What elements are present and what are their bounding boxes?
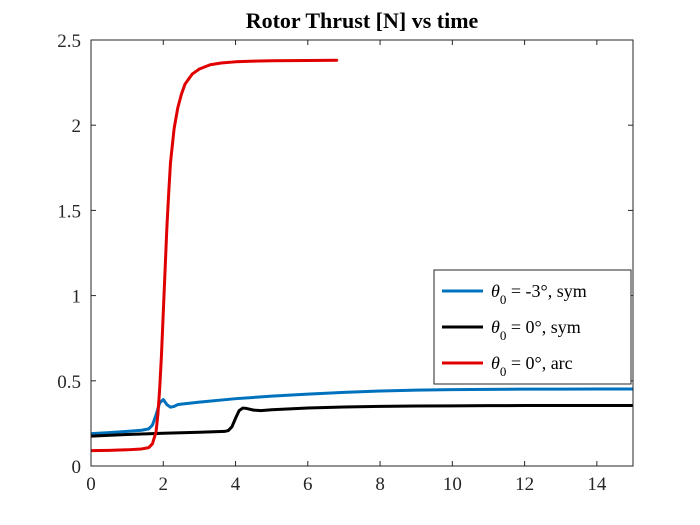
- axes-box: [90, 39, 634, 467]
- legend-symbol: θ: [491, 281, 500, 301]
- y-tick-label: 0.5: [57, 372, 81, 393]
- series-line-0: [91, 387, 633, 436]
- series-line-2: [91, 58, 339, 453]
- y-tick-label: 1: [72, 287, 82, 308]
- legend-symbol: θ: [491, 353, 500, 373]
- y-tick-label: 2.5: [57, 31, 81, 52]
- x-tick-label: 10: [443, 474, 462, 495]
- legend-entry-0: θ0 = -3°, sym: [491, 281, 587, 307]
- legend-entry-1: θ0 = 0°, sym: [491, 317, 581, 343]
- legend-subscript: 0: [500, 328, 507, 343]
- y-tick-label: 2: [72, 116, 82, 137]
- legend-subscript: 0: [500, 364, 507, 379]
- series-line-1: [91, 404, 633, 438]
- plot-area: 0 2 4 6 8 10 12 14 0 0.5 1 1.5 2 2.5: [57, 31, 634, 495]
- legend-label: = 0°, arc: [506, 353, 572, 373]
- ticks-layer: 0 2 4 6 8 10 12 14 0 0.5 1 1.5 2 2.5: [57, 31, 633, 495]
- y-tick-label: 0: [72, 457, 82, 478]
- legend-label: = 0°, sym: [506, 317, 580, 337]
- y-tick-label: 1.5: [57, 201, 81, 222]
- series-layer: [91, 58, 633, 453]
- x-tick-label: 0: [86, 474, 96, 495]
- x-tick-label: 12: [515, 474, 534, 495]
- legend-subscript: 0: [500, 292, 507, 307]
- x-tick-label: 6: [303, 474, 313, 495]
- x-tick-label: 8: [375, 474, 385, 495]
- legend-symbol: θ: [491, 317, 500, 337]
- x-tick-label: 14: [587, 474, 607, 495]
- chart-title: Rotor Thrust [N] vs time: [246, 8, 479, 33]
- x-tick-label: 4: [231, 474, 241, 495]
- legend-entry-2: θ0 = 0°, arc: [491, 353, 573, 379]
- x-tick-label: 2: [159, 474, 169, 495]
- legend-label: = -3°, sym: [506, 281, 586, 301]
